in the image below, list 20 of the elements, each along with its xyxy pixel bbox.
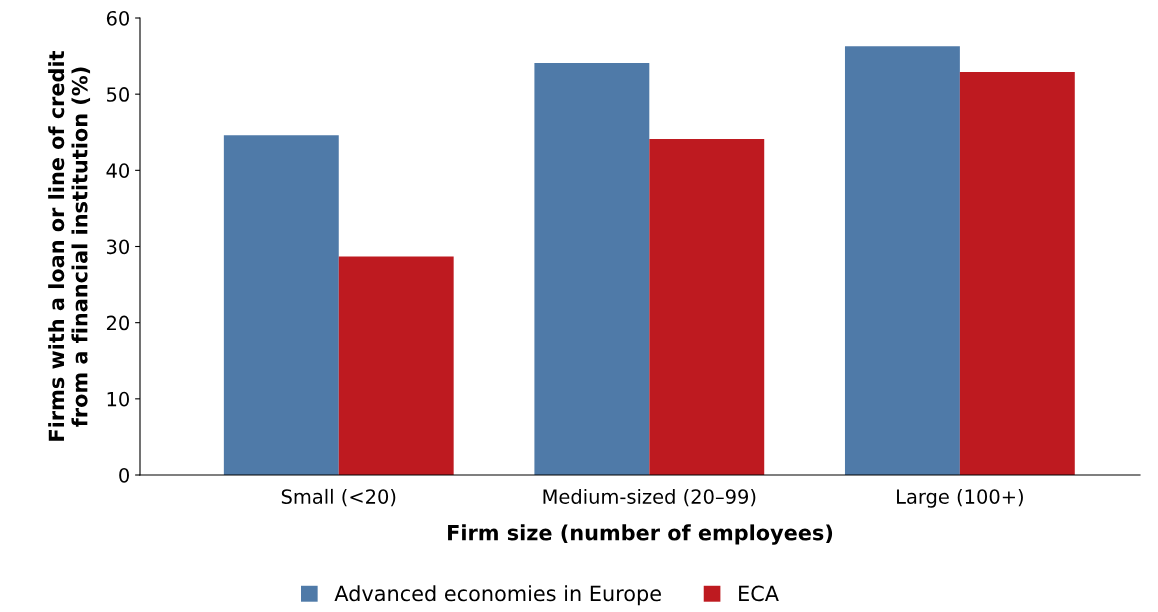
bar [223, 135, 339, 475]
y-tick-label: 60 [106, 10, 129, 26]
bar [534, 62, 650, 475]
x-tick-label: Small (<20) [281, 488, 396, 507]
y-tick-label: 40 [106, 163, 129, 178]
x-tick-label: Large (100+) [897, 488, 1023, 508]
y-tick-label: 50 [107, 87, 129, 102]
bar [338, 256, 454, 475]
y-tick-label: 20 [106, 315, 129, 331]
x-tick-label: Medium-sized (20–99) [543, 488, 756, 507]
y-tick-label: 10 [107, 391, 129, 407]
legend-label: ECA [739, 585, 779, 602]
x-axis-title: Firm size (number of employees) [448, 524, 833, 545]
y-axis-title: Firms with a loan or line of credit from a financial institution (%) [48, 50, 91, 441]
y-tick-label: 0 [119, 467, 129, 483]
bar [959, 72, 1075, 475]
y-tick-label: 30 [107, 239, 129, 255]
bar [649, 139, 765, 475]
bar [844, 46, 960, 475]
legend-label: Advanced economies in Europe [334, 585, 661, 606]
